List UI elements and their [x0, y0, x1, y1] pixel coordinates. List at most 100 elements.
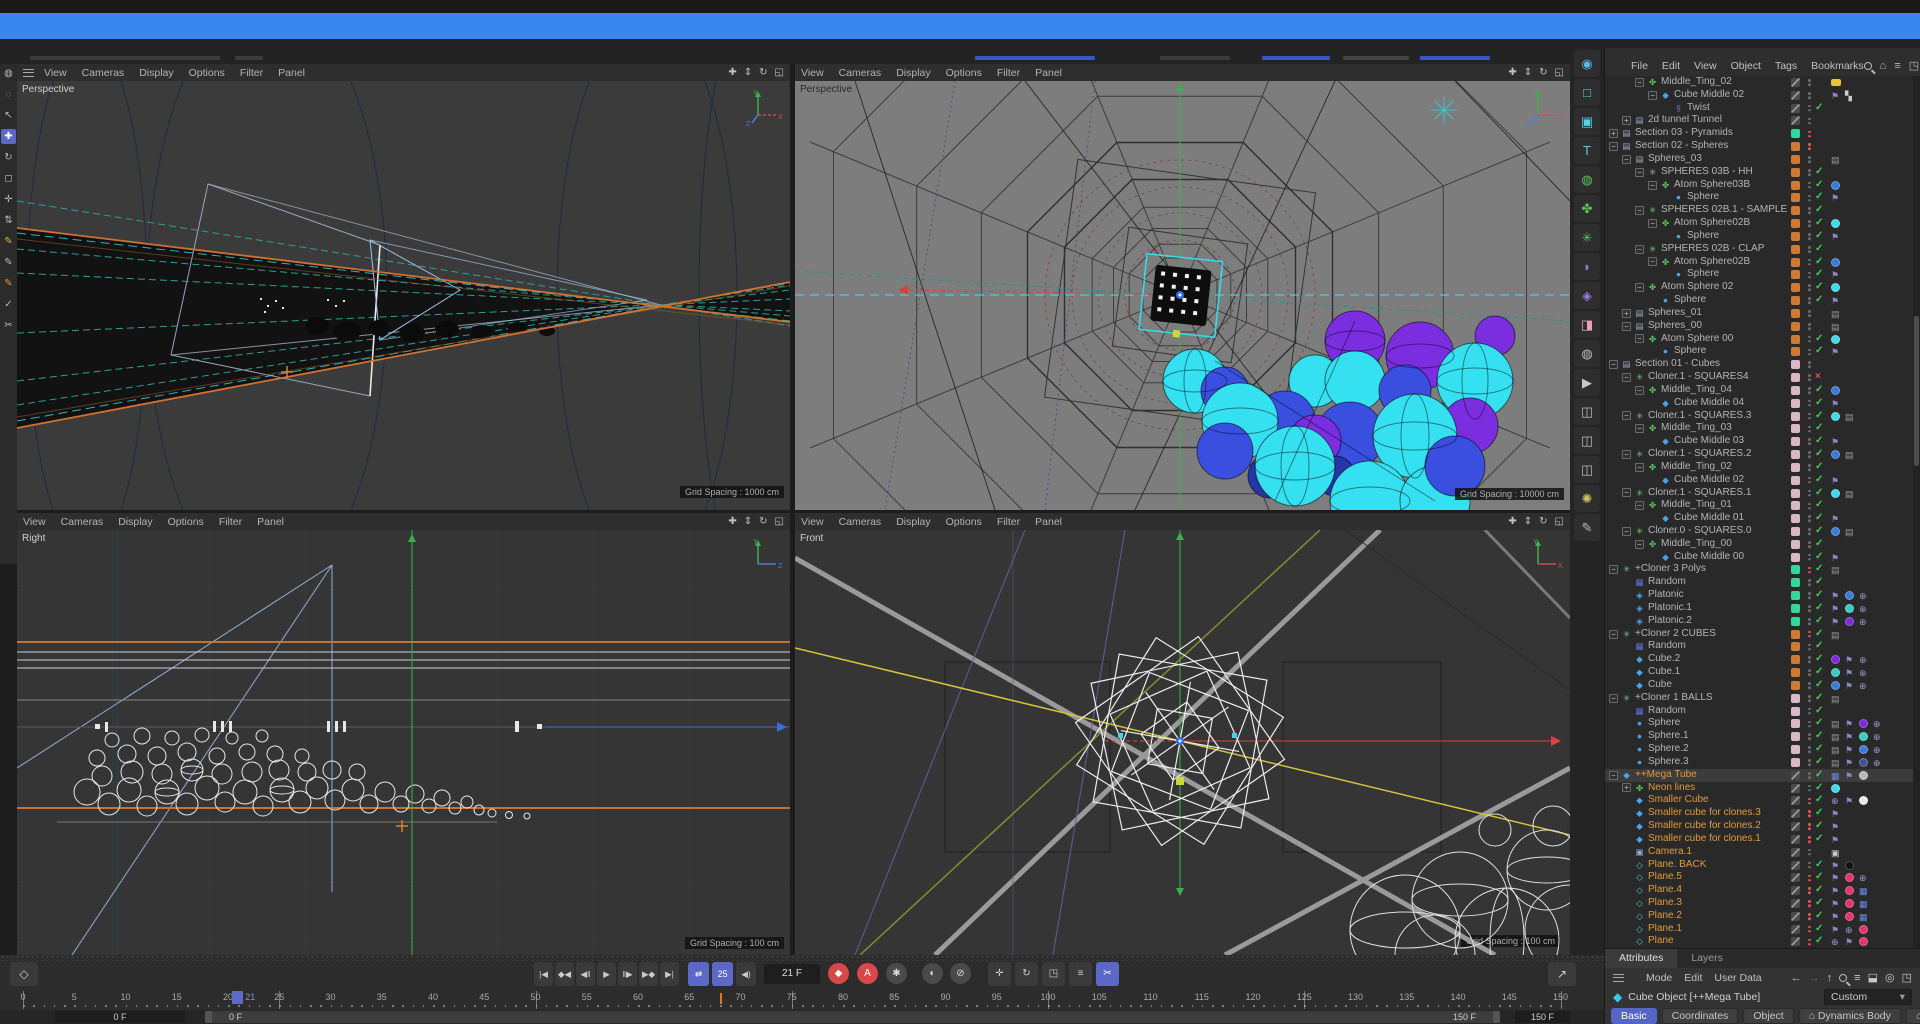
protection-tag-icon[interactable]: ⊕ [1859, 603, 1867, 614]
enabled-check-icon[interactable]: ✓ [1815, 217, 1824, 229]
material-tag[interactable] [1859, 770, 1868, 780]
enabled-check-icon[interactable]: ✓ [1815, 550, 1824, 562]
layer-swatch[interactable] [1791, 770, 1800, 780]
material-tag[interactable] [1845, 873, 1854, 883]
visibility-dots[interactable] [1808, 810, 1811, 813]
viewport-menu-panel[interactable]: Panel [278, 66, 306, 79]
enabled-check-icon[interactable]: ✓ [1815, 640, 1824, 652]
object-row[interactable]: ◆ Cube Middle 04 ✓ ⚑ [1605, 397, 1920, 410]
expander-icon[interactable]: − [1609, 770, 1618, 780]
material-tag[interactable] [1845, 911, 1854, 921]
enabled-check-icon[interactable]: ✓ [1815, 794, 1824, 806]
layer-swatch[interactable] [1791, 757, 1800, 767]
flag-tag-icon[interactable]: ⚑ [1831, 899, 1840, 909]
object-row[interactable]: − ✤ Atom Sphere02B ✓ [1605, 217, 1920, 230]
visibility-dots[interactable] [1808, 220, 1811, 223]
layer-swatch[interactable] [1791, 501, 1800, 511]
pan-view-icon[interactable]: ✚ [1508, 516, 1517, 527]
layer-swatch[interactable] [1791, 244, 1800, 254]
object-row[interactable]: − ✳ SPHERES 02B.1 - SAMPLE ✓ [1605, 204, 1920, 217]
object-row[interactable]: ◆ Smaller cube for clones.1 ✓ ⚑ [1605, 833, 1920, 846]
layer-swatch[interactable] [1791, 180, 1800, 190]
grid-tag-icon[interactable]: ▦ [1859, 886, 1868, 897]
viewport-canvas-tunnel[interactable]: Perspective Grid Spacing : 10000 cm [795, 81, 1570, 510]
layer-swatch[interactable] [1791, 373, 1800, 383]
flag-tag-icon[interactable]: ⚑ [1831, 616, 1840, 627]
flag-tag-icon[interactable]: ⚑ [1845, 719, 1854, 730]
viewport-menu-cameras[interactable]: Cameras [838, 66, 882, 79]
object-row[interactable]: − ◆ ++Mega Tube ✓ ▦ ⚑ [1605, 768, 1920, 782]
attr-burger-icon[interactable] [1613, 973, 1624, 982]
preview-range-slider[interactable]: 0 F 150 F [205, 1011, 1500, 1023]
object-row[interactable]: ◈ Platonic.1 ✓ ⚑ ⊕ [1605, 602, 1920, 615]
flag-tag-icon[interactable]: ⚑ [1845, 770, 1854, 781]
layer-swatch[interactable] [1791, 668, 1800, 678]
protection-tag-icon[interactable]: ⊕ [1859, 616, 1867, 627]
expander-icon[interactable]: − [1609, 565, 1618, 575]
expander-icon[interactable]: − [1635, 244, 1644, 254]
expander-icon[interactable]: − [1622, 526, 1631, 536]
enabled-check-icon[interactable]: ✓ [1815, 460, 1824, 472]
object-row[interactable]: ◇ Plane.2 ✓ ⚑ ▦ [1605, 910, 1920, 923]
sketch-tool[interactable]: ✎ [4, 257, 13, 268]
expander-icon[interactable]: + [1609, 129, 1618, 139]
visibility-dots[interactable] [1808, 168, 1811, 172]
viewport-menu-panel[interactable]: Panel [257, 515, 285, 528]
up-icon[interactable]: ↑ [1826, 971, 1833, 984]
material-tag[interactable] [1831, 680, 1840, 690]
protection-tag-icon[interactable]: ⊕ [1831, 937, 1839, 948]
layer-swatch[interactable] [1791, 616, 1800, 626]
visibility-dots[interactable] [1808, 284, 1811, 288]
pan-view-icon[interactable]: ✚ [728, 67, 737, 78]
grid-tag-icon[interactable]: ▦ [1859, 899, 1868, 909]
visibility-dots[interactable] [1808, 823, 1811, 826]
enabled-check-icon[interactable]: ✓ [1815, 524, 1824, 536]
grid-tag-icon[interactable]: ▦ [1831, 770, 1840, 781]
enabled-check-icon[interactable]: ✓ [1815, 871, 1824, 883]
object-row[interactable]: + ▤ Section 03 - Pyramids [1605, 127, 1920, 140]
dolly-view-icon[interactable]: ⇕ [1523, 516, 1533, 527]
object-row[interactable]: ◇ Plane.5 ✓ ⚑ ⊕ [1605, 871, 1920, 884]
light-icon[interactable]: ✺ [1574, 485, 1600, 512]
record-parameter-button[interactable]: ◳ [1042, 962, 1065, 986]
layer-swatch[interactable] [1791, 411, 1800, 421]
enabled-check-icon[interactable]: ✓ [1815, 537, 1824, 549]
visibility-dots[interactable] [1808, 836, 1811, 839]
layer-swatch[interactable] [1791, 847, 1800, 857]
object-row[interactable]: ◈ Platonic.2 ✓ ⚑ ⊕ [1605, 615, 1920, 628]
layer-swatch[interactable] [1791, 834, 1800, 844]
flag-tag-icon[interactable]: ⚑ [1845, 732, 1854, 743]
protection-tag-icon[interactable]: ⊕ [1859, 680, 1867, 691]
visibility-dots[interactable] [1808, 399, 1811, 403]
flag-tag-icon[interactable]: ⚑ [1831, 475, 1840, 486]
enabled-check-icon[interactable]: ✓ [1815, 935, 1824, 947]
expander-icon[interactable]: − [1635, 283, 1644, 293]
enabled-check-icon[interactable]: ✓ [1815, 242, 1824, 254]
visibility-dots[interactable] [1808, 412, 1811, 416]
object-row[interactable]: ◆ Cube.2 ✓ ⚑ ⊕ [1605, 653, 1920, 666]
flag-tag-icon[interactable]: ⚑ [1831, 834, 1840, 845]
live-selection-tool[interactable]: ◍ [4, 68, 13, 79]
viewport-menu-cameras[interactable]: Cameras [60, 515, 104, 528]
expander-icon[interactable]: − [1648, 90, 1657, 100]
attr-menu-edit[interactable]: Edit [1684, 971, 1703, 984]
layer-swatch[interactable] [1791, 167, 1800, 177]
material-tag[interactable] [1859, 924, 1868, 934]
visibility-dots[interactable] [1808, 438, 1811, 441]
layer-swatch[interactable] [1791, 539, 1800, 549]
layer-swatch[interactable] [1791, 642, 1800, 652]
autokey-button[interactable]: A [857, 963, 878, 984]
move-tool[interactable]: ✚ [1, 129, 16, 144]
tab-layers[interactable]: Layers [1691, 952, 1723, 964]
pan-view-icon[interactable]: ✚ [1508, 67, 1517, 78]
enabled-check-icon[interactable]: ✓ [1815, 422, 1824, 434]
enabled-check-icon[interactable]: ✓ [1815, 704, 1824, 716]
enabled-check-icon[interactable]: ✓ [1815, 473, 1824, 485]
flag-tag-icon[interactable]: ⚑ [1831, 270, 1840, 281]
range-handle-left[interactable] [205, 1011, 212, 1023]
pen-tool[interactable]: ✎ [4, 236, 13, 247]
knife-tool[interactable]: ✂ [4, 320, 13, 331]
layer-swatch[interactable] [1791, 283, 1800, 293]
record-rotation-button[interactable]: ↻ [1015, 962, 1038, 986]
expander-icon[interactable]: − [1622, 372, 1631, 382]
